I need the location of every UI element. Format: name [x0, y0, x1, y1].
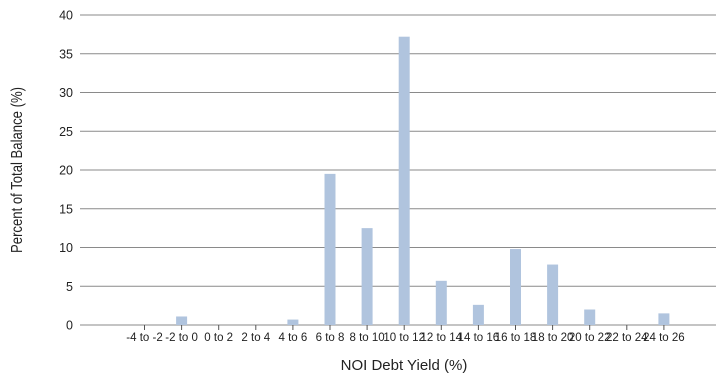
bar: [398, 36, 410, 325]
bar: [176, 316, 188, 325]
x-tick-label: 6 to 8: [316, 332, 345, 344]
y-tick-label: 35: [59, 47, 73, 61]
gridlines: [80, 14, 716, 326]
x-axis-ticks: -4 to -2 -2 to 0 0 to 2 2 to 4 4 to 6 6 to 8 8…: [126, 325, 685, 344]
bar: [287, 319, 299, 325]
x-tick-label: 20 to 22: [569, 332, 611, 344]
x-tick-label: -2 to 0: [165, 332, 198, 344]
y-tick-label: 30: [59, 86, 73, 100]
bar: [584, 309, 596, 325]
x-tick-label: 2 to 4: [241, 332, 270, 344]
bar: [547, 264, 559, 325]
x-tick-label: 16 to 18: [495, 332, 537, 344]
y-tick-label: 10: [59, 241, 73, 255]
y-axis-ticks: 0 5 10 15 20 25 30 35 40: [59, 9, 73, 333]
y-tick-label: 5: [66, 280, 73, 294]
y-axis-label: Percent of Total Balance (%): [9, 87, 26, 253]
y-tick-label: 25: [59, 125, 73, 139]
bars: [176, 36, 670, 325]
x-tick-label: 4 to 6: [279, 332, 308, 344]
x-axis-label: NOI Debt Yield (%): [341, 357, 468, 374]
x-tick-label: 22 to 24: [606, 332, 648, 344]
x-tick-label: -4 to -2: [126, 332, 162, 344]
x-tick-label: 0 to 2: [204, 332, 233, 344]
bar: [658, 313, 670, 325]
x-tick-label: 12 to 14: [421, 332, 463, 344]
bar: [472, 304, 484, 325]
y-tick-label: 15: [59, 202, 73, 216]
y-tick-label: 0: [66, 319, 73, 333]
x-tick-label: 14 to 16: [458, 332, 500, 344]
x-tick-label: 18 to 20: [532, 332, 574, 344]
y-tick-label: 20: [59, 164, 73, 178]
bar: [361, 228, 373, 325]
bar: [435, 280, 447, 325]
x-tick-label: 8 to 10: [350, 332, 385, 344]
bar: [324, 173, 336, 325]
x-tick-label: 24 to 26: [643, 332, 685, 344]
bar: [510, 249, 521, 325]
x-tick-label: 10 to 12: [383, 332, 425, 344]
y-tick-label: 40: [59, 9, 73, 23]
